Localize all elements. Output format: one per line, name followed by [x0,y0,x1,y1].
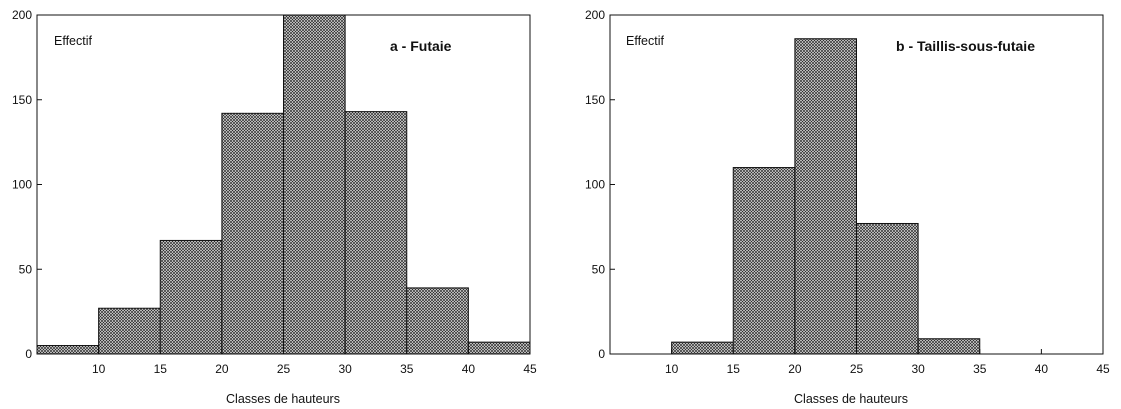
bar-a-6 [406,287,469,355]
y-tick-label-a-4: 200 [12,8,32,22]
y-tick-label-a-2: 100 [12,178,32,192]
y-ticks-a: 0 50 100 150 200 [12,8,42,361]
bar-a-2 [159,239,223,355]
x-tick-label-b-6: 40 [1035,362,1049,376]
bar-a-1 [98,307,161,355]
y-tick-label-b-3: 150 [585,93,605,107]
y-tick-label-b-2: 100 [585,178,605,192]
x-tick-label-a-2: 20 [215,362,229,376]
chart-title-a: a - Futaie [390,38,452,54]
bar-a-7 [467,341,531,355]
x-tick-label-b-5: 35 [973,362,987,376]
bar-b-4 [917,338,981,355]
x-tick-label-a-6: 40 [462,362,476,376]
x-tick-label-b-2: 20 [788,362,802,376]
bar-b-3 [856,222,919,355]
x-tick-label-a-4: 30 [338,362,352,376]
x-tick-label-a-5: 35 [400,362,414,376]
x-tick-label-b-7: 45 [1096,362,1110,376]
y-tick-label-b-4: 200 [585,8,605,22]
x-tick-label-a-1: 15 [154,362,168,376]
bar-a-3 [221,112,284,355]
bar-a-0 [36,345,100,355]
bars-a [36,14,531,355]
y-tick-label-a-1: 50 [19,262,33,276]
bar-b-2 [794,38,857,355]
y-axis-label-a: Effectif [54,34,93,48]
bar-b-0 [671,341,734,355]
y-axis-label-b: Effectif [626,34,665,48]
bar-a-5 [344,111,408,355]
x-tick-label-b-4: 30 [911,362,925,376]
x-ticks-b: 10 15 20 25 30 35 40 45 [665,349,1110,376]
x-tick-label-b-0: 10 [665,362,679,376]
y-tick-label-a-0: 0 [25,347,32,361]
x-ticks-a: 10 15 20 25 30 35 40 45 [92,349,537,376]
x-tick-label-b-3: 25 [850,362,864,376]
chart-a: 0 50 100 150 200 10 15 20 25 30 35 40 45 Effectif a… [12,8,537,406]
x-tick-label-a-0: 10 [92,362,106,376]
x-tick-label-b-1: 15 [727,362,741,376]
bar-a-4 [283,14,346,355]
y-tick-label-b-0: 0 [598,347,605,361]
y-ticks-b: 0 50 100 150 200 [585,8,615,361]
x-axis-label-a: Classes de hauteurs [226,392,340,406]
bars-b [671,38,981,355]
y-tick-label-b-1: 50 [592,262,606,276]
x-tick-label-a-7: 45 [523,362,537,376]
bar-b-1 [732,167,796,355]
x-tick-label-a-3: 25 [277,362,291,376]
chart-b: 0 50 100 150 200 10 15 20 25 30 35 40 45 Effectif b… [585,8,1110,406]
y-tick-label-a-3: 150 [12,93,32,107]
x-axis-label-b: Classes de hauteurs [794,392,908,406]
chart-title-b: b - Taillis-sous-futaie [896,38,1035,54]
